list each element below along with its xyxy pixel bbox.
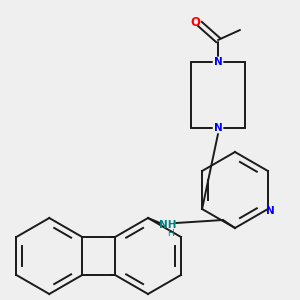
Text: N: N	[266, 206, 275, 215]
Text: NH: NH	[159, 220, 177, 230]
Text: N: N	[214, 57, 222, 67]
Text: O: O	[190, 16, 200, 28]
Text: N: N	[214, 123, 222, 133]
Text: H: H	[167, 229, 173, 238]
